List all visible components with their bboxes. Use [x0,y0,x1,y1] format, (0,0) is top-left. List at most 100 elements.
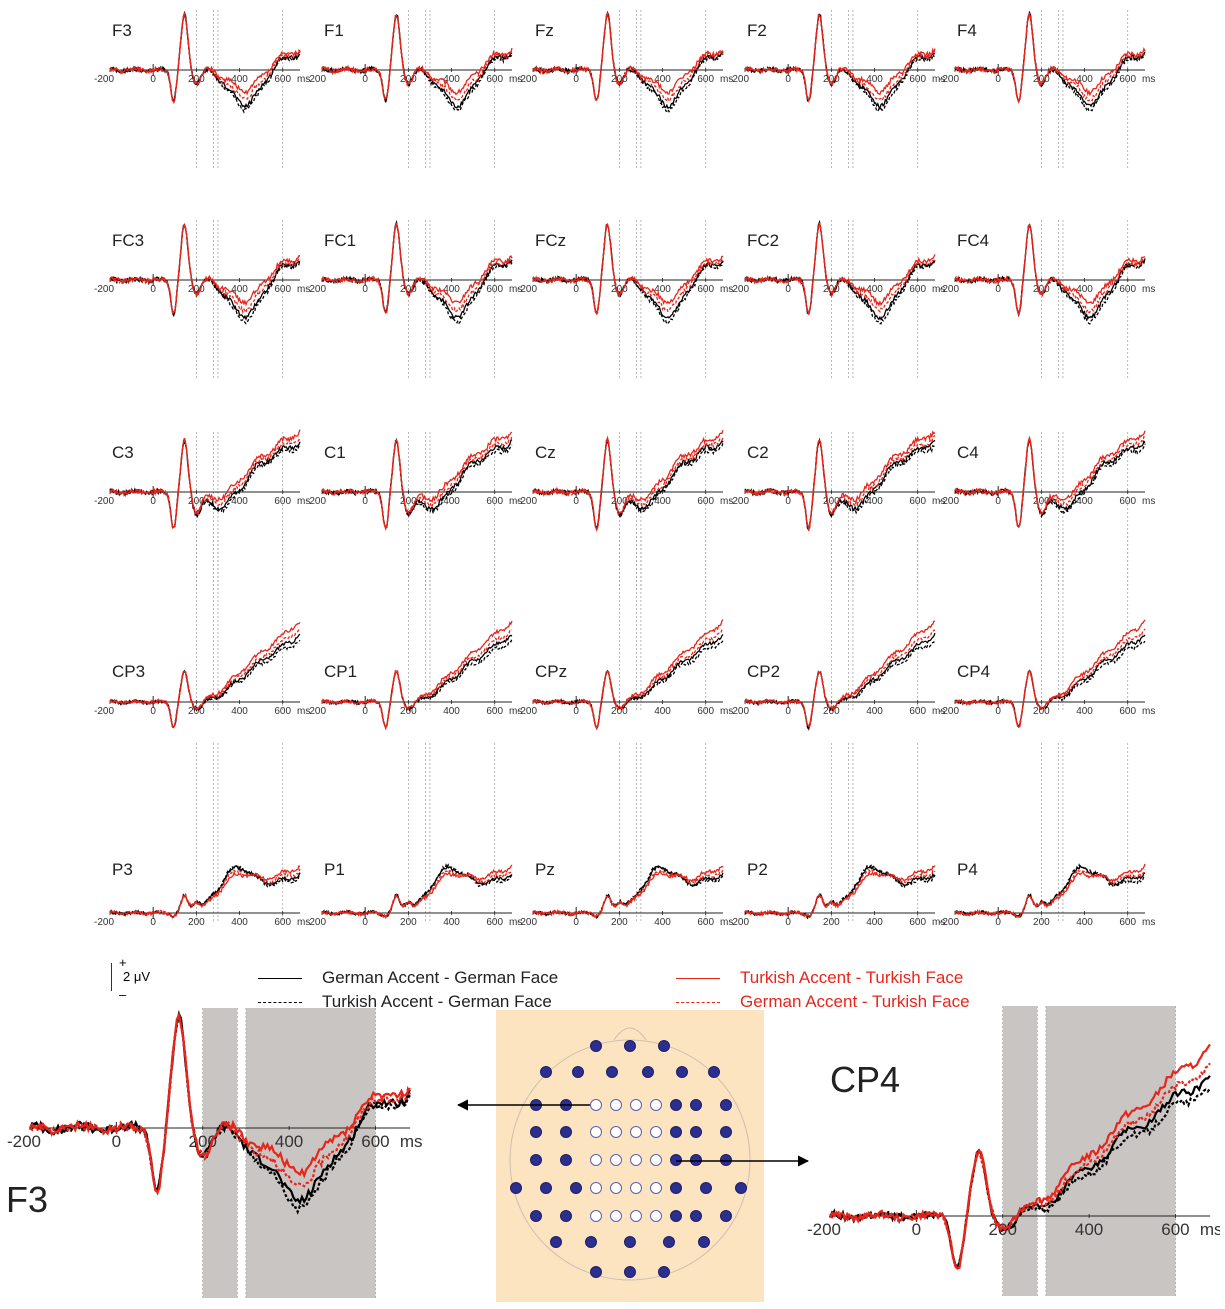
x-tick-label: 200 [823,284,840,295]
x-tick-label: 600 [274,706,291,717]
channel-label: CP3 [112,662,145,681]
electrode-marker [630,1210,642,1222]
legend-swatch-2 [676,977,720,979]
electrode-marker [670,1182,682,1194]
channel-label: FC3 [112,231,144,250]
channel-label: C4 [957,443,979,462]
panel-F2: -200 0 200 400 600 ms F2 [729,10,945,170]
panel-P3: -200 0 200 400 600 ms P3 [94,743,310,928]
x-tick-label: 600 [486,917,503,928]
channel-label: C1 [324,443,346,462]
x-tick-label: 200 [188,74,205,85]
x-unit-label: ms [1142,284,1155,295]
series-line-2 [109,865,301,919]
series-line-2 [109,429,301,529]
x-tick-label: 400 [231,284,248,295]
channel-label: CP4 [957,662,990,681]
x-unit-label: ms [509,74,522,85]
electrode-marker [590,1099,602,1111]
electrode-marker [585,1236,597,1248]
x-tick-label: 600 [361,1132,389,1151]
electrode-marker [624,1266,636,1278]
series-line-0 [321,864,513,919]
x-tick-label: -200 [729,706,749,717]
x-tick-label: 400 [1076,917,1093,928]
series-line-3 [954,223,1146,314]
panel-FC1: -200 0 200 400 600 ms FC1 [306,219,522,380]
series-line-1 [321,638,513,730]
series-line-2 [954,430,1146,529]
x-tick-label: 200 [400,74,417,85]
x-unit-label: ms [297,74,310,85]
x-tick-label: 0 [573,284,579,295]
channel-label: F4 [957,21,977,40]
series-line-2 [532,865,724,918]
x-tick-label: 200 [823,74,840,85]
channel-label: CP4 [830,1059,900,1100]
channel-label: FC2 [747,231,779,250]
x-tick-label: -200 [517,496,537,507]
electrode-marker [690,1126,702,1138]
x-unit-label: ms [720,74,733,85]
series-line-3 [744,868,936,918]
electrode-marker [606,1066,618,1078]
x-tick-label: 200 [1033,284,1050,295]
x-tick-label: -200 [94,706,114,717]
x-unit-label: ms [509,917,522,928]
x-tick-label: -200 [7,1132,41,1151]
x-tick-label: 400 [1076,496,1093,507]
series-line-2 [745,13,936,104]
electrode-marker [670,1126,682,1138]
electrode-marker [670,1154,682,1166]
series-line-3 [532,868,724,918]
channel-label: FCz [535,231,566,250]
x-tick-label: 600 [274,284,291,295]
x-unit-label: ms [720,917,733,928]
series-line-1 [109,864,301,919]
x-tick-label: 200 [188,284,205,295]
series-line-1 [321,439,513,530]
electrode-marker [663,1236,675,1248]
electrode-marker [590,1154,602,1166]
x-tick-label: 400 [1076,74,1093,85]
x-tick-label: 400 [866,74,883,85]
x-tick-label: 0 [362,917,368,928]
panel-C3: -200 0 200 400 600 ms C3 [94,429,310,592]
electrode-marker [510,1182,522,1194]
electrode-marker [642,1066,654,1078]
electrode-marker [698,1236,710,1248]
electrode-marker [670,1099,682,1111]
x-tick-label: 0 [785,496,791,507]
panel-CP2: -200 0 200 400 600 ms CP2 [729,532,945,731]
scale-label: 2 μV [123,969,151,984]
panel-F1: -200 0 200 400 600 ms F1 [306,10,522,170]
x-tick-label: 600 [274,917,291,928]
x-tick-label: 0 [785,74,791,85]
series-line-1 [532,640,724,731]
x-tick-label: 200 [611,706,628,717]
series-line-2 [321,864,513,920]
x-tick-label: 0 [150,74,156,85]
channel-label: Cz [535,443,556,462]
series-line-1 [321,863,513,919]
panel-CP4: -200 0 200 400 600 ms CP4 [939,532,1155,729]
time-window-1 [245,1008,376,1298]
panel-P4: -200 0 200 400 600 ms P4 [939,743,1155,928]
panel-FC2: -200 0 200 400 600 ms FC2 [729,219,945,380]
electrode-marker [735,1182,747,1194]
series-line-3 [109,868,301,919]
electrode-marker [590,1210,602,1222]
x-unit-label: ms [509,706,522,717]
panel-FC4: -200 0 200 400 600 ms FC4 [939,220,1155,380]
x-tick-label: -200 [306,74,326,85]
electrode-marker [540,1066,552,1078]
x-unit-label: ms [932,496,945,507]
series-line-0 [532,10,724,110]
x-tick-label: 0 [995,284,1001,295]
electrode-marker [624,1236,636,1248]
series-line-1 [744,13,936,113]
electrode-marker [690,1210,702,1222]
x-tick-label: -200 [306,496,326,507]
